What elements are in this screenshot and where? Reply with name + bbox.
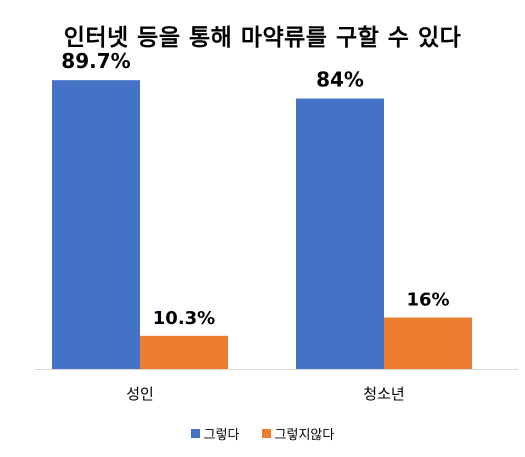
data-label-yes-1: 84%	[316, 68, 364, 92]
legend-swatch-yes	[190, 429, 200, 438]
legend-label-no: 그렇지않다	[274, 428, 335, 443]
labels-group: 89.7% 10.3% 성인 84% 16% 청소년	[61, 49, 449, 403]
legend-item-no: 그렇지않다	[261, 424, 335, 443]
data-label-no-0: 10.3%	[153, 308, 215, 329]
bar-no-0	[140, 335, 228, 369]
category-label-0: 성인	[126, 385, 154, 403]
legend: 그렇다 그렇지않다	[0, 424, 525, 443]
legend-item-yes: 그렇다	[190, 424, 240, 443]
bar-yes-1	[296, 98, 384, 370]
bar-chart: 89.7% 10.3% 성인 84% 16% 청소년	[35, 49, 518, 403]
data-label-no-1: 16%	[406, 289, 449, 310]
chart-title: 인터넷 등을 통해 마약류를 구할 수 있다	[63, 25, 462, 51]
category-label-1: 청소년	[363, 385, 404, 403]
legend-swatch-no	[261, 429, 271, 438]
bars-group	[52, 80, 472, 370]
data-label-yes-0: 89.7%	[61, 49, 130, 73]
legend-label-yes: 그렇다	[203, 428, 240, 443]
bar-no-1	[384, 317, 472, 369]
bar-yes-0	[52, 80, 140, 369]
